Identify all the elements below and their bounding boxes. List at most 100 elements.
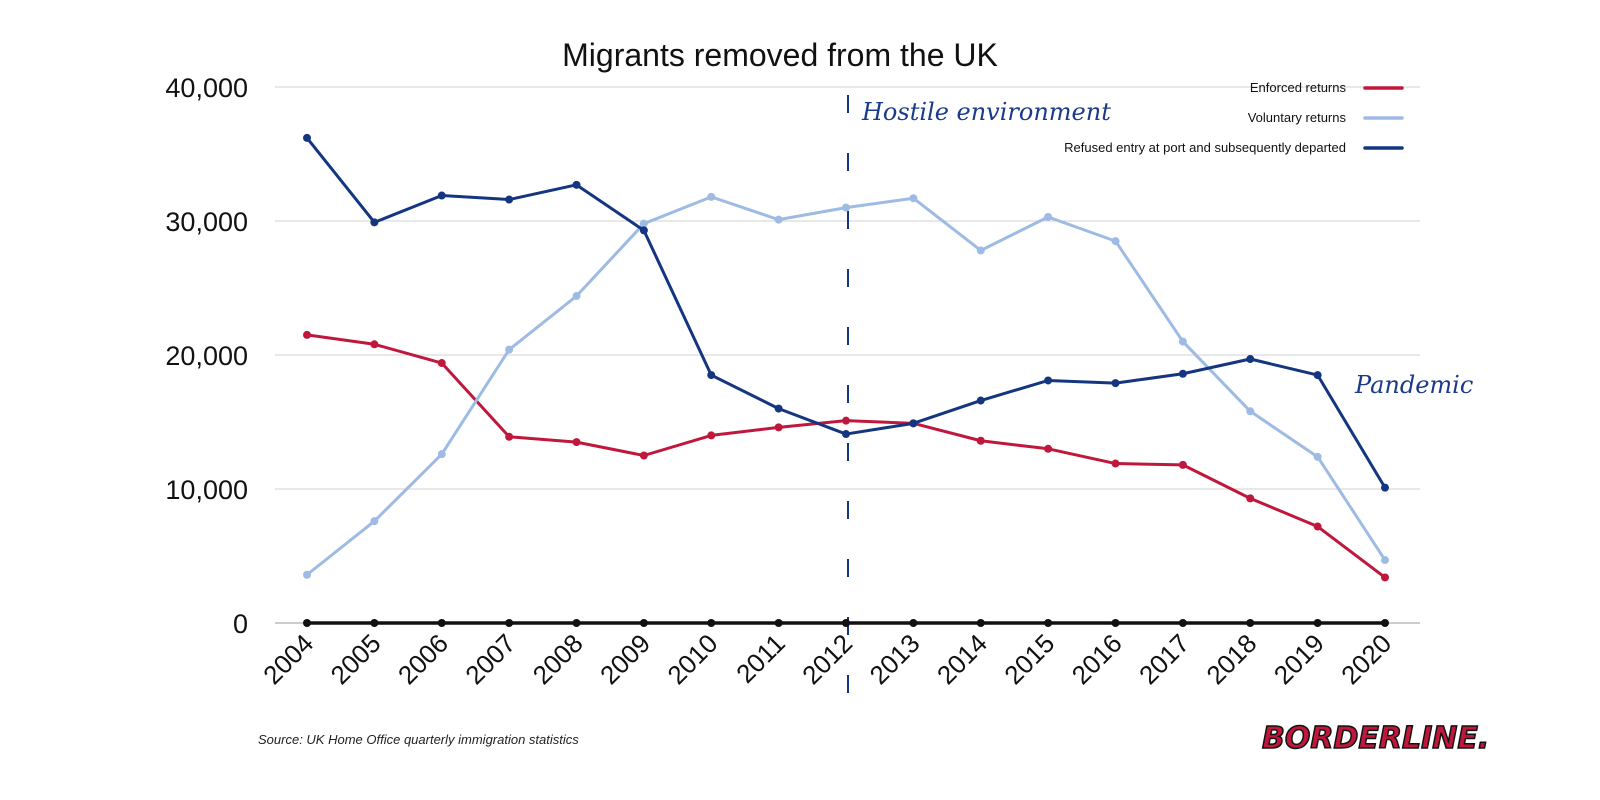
data-point <box>1178 337 1187 346</box>
data-point <box>1111 459 1120 468</box>
data-point <box>1178 460 1187 469</box>
data-point <box>303 330 311 339</box>
data-point <box>505 195 514 204</box>
series-1 <box>303 192 1389 579</box>
data-point <box>639 226 648 235</box>
data-point <box>639 219 648 228</box>
data-point <box>639 451 648 460</box>
x-tick-label: 2011 <box>730 628 791 689</box>
data-point <box>572 438 581 447</box>
x-tick-label: 2007 <box>459 628 521 690</box>
data-point <box>572 292 581 301</box>
data-point <box>909 194 918 203</box>
borderline-logo: BORDERLINE. <box>1262 721 1489 756</box>
data-point <box>437 450 446 459</box>
x-tick-label: 2017 <box>1133 628 1195 690</box>
data-point <box>1313 371 1322 380</box>
data-point <box>370 619 379 627</box>
x-tick-label: 2008 <box>527 628 589 690</box>
data-point <box>1313 452 1322 461</box>
data-point <box>1381 556 1389 565</box>
x-tick-label: 2004 <box>257 628 319 690</box>
data-point <box>1246 355 1255 364</box>
data-point <box>370 517 379 526</box>
data-point <box>707 431 716 440</box>
series-0 <box>303 330 1389 582</box>
x-tick-label: 2019 <box>1268 628 1330 690</box>
data-point <box>774 404 783 413</box>
data-point <box>437 191 446 200</box>
y-tick-label: 30,000 <box>165 207 248 237</box>
chart-title: Migrants removed from the UK <box>562 37 998 73</box>
data-point <box>909 419 918 428</box>
data-point <box>370 340 379 349</box>
x-tick-label: 2013 <box>864 628 926 690</box>
data-point <box>1044 444 1053 453</box>
data-point <box>707 192 716 201</box>
data-point <box>437 359 446 368</box>
data-point <box>1313 522 1322 531</box>
data-point <box>842 203 850 212</box>
legend-label: Refused entry at port and subsequently d… <box>1064 140 1346 155</box>
x-tick-label: 2006 <box>392 628 454 690</box>
data-point <box>1111 379 1120 388</box>
data-point <box>1381 483 1389 492</box>
x-tick-label: 2005 <box>325 628 387 690</box>
y-tick-label: 10,000 <box>165 475 248 505</box>
data-point <box>976 436 985 445</box>
data-point <box>1044 376 1053 385</box>
data-point <box>1381 573 1389 582</box>
data-point <box>1044 619 1053 627</box>
x-tick-label: 2010 <box>661 628 723 690</box>
data-point <box>505 619 514 627</box>
x-tick-label: 2014 <box>931 628 993 690</box>
legend-label: Enforced returns <box>1250 80 1347 95</box>
y-tick-label: 0 <box>233 609 248 639</box>
x-tick-label: 2009 <box>594 628 656 690</box>
data-point <box>707 619 716 627</box>
data-point <box>842 619 850 627</box>
data-point <box>976 619 985 627</box>
data-point <box>1313 619 1322 627</box>
data-point <box>976 246 985 255</box>
data-point <box>909 619 918 627</box>
data-point <box>774 215 783 224</box>
data-point <box>842 430 850 439</box>
x-tick-label: 2020 <box>1335 628 1397 690</box>
data-point <box>774 619 783 627</box>
data-point <box>303 133 311 142</box>
series-line <box>306 333 1386 579</box>
legend-label: Voluntary returns <box>1248 110 1347 125</box>
data-point <box>1246 494 1255 503</box>
x-tick-label: 2015 <box>998 628 1060 690</box>
data-point <box>370 218 379 227</box>
data-point <box>572 180 581 189</box>
data-point <box>1381 619 1389 627</box>
data-point <box>572 619 581 627</box>
series-3 <box>303 619 1389 627</box>
data-point <box>707 371 716 380</box>
hostile-environment-annotation: Hostile environment <box>861 98 1111 126</box>
data-point <box>1246 619 1255 627</box>
data-point <box>1111 619 1120 627</box>
y-tick-label: 40,000 <box>165 73 248 103</box>
data-point <box>437 619 446 627</box>
series-line <box>306 195 1387 576</box>
data-point <box>505 345 514 354</box>
data-point <box>842 416 850 425</box>
data-point <box>303 570 311 579</box>
series-2 <box>303 133 1389 492</box>
data-point <box>639 619 648 627</box>
data-point <box>774 423 783 432</box>
data-point <box>976 396 985 405</box>
data-point <box>1246 407 1255 416</box>
data-point <box>1111 237 1120 246</box>
data-point <box>505 432 514 441</box>
data-point <box>303 619 311 627</box>
y-tick-label: 20,000 <box>165 341 248 371</box>
source-note: Source: UK Home Office quarterly immigra… <box>258 732 579 747</box>
pandemic-annotation: Pandemic <box>1354 371 1473 399</box>
data-point <box>1178 619 1187 627</box>
x-tick-label: 2016 <box>1066 628 1128 690</box>
